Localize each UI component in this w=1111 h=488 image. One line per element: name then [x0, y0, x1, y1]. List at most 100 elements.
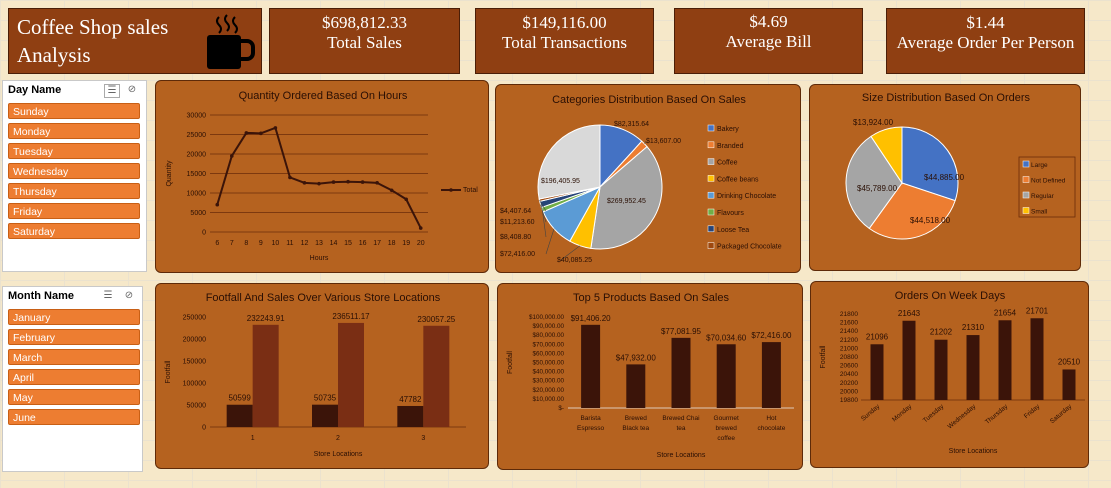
- slicer-item-april[interactable]: April: [8, 369, 140, 385]
- data-point: [288, 175, 292, 180]
- multi-select-icon[interactable]: ☰: [103, 290, 113, 301]
- multi-select-icon[interactable]: ☰: [104, 84, 120, 98]
- data-label: $13,924.00: [853, 118, 894, 127]
- data-label: $91,406.20: [571, 314, 612, 323]
- kpi-label: Total Sales: [327, 33, 402, 52]
- y-tick-label: $60,000.00: [532, 350, 564, 357]
- data-label: 21654: [994, 308, 1017, 317]
- x-tick-label: Brewed Chai: [662, 415, 699, 422]
- kpi-value: $698,812.33: [322, 13, 407, 32]
- x-tick-label: Espresso: [577, 425, 604, 432]
- data-label: 20510: [1058, 357, 1081, 366]
- x-tick-label: 15: [344, 240, 352, 247]
- x-tick-label: tea: [676, 425, 685, 432]
- legend-swatch: [707, 158, 715, 165]
- y-tick-label: $10,000.00: [532, 396, 564, 403]
- legend-label: Loose Tea: [717, 227, 749, 234]
- y-tick-label: 25000: [187, 132, 207, 139]
- y-tick-label: 21400: [840, 328, 858, 335]
- data-label: $77,081.95: [661, 327, 702, 336]
- slicer-item-tuesday[interactable]: Tuesday: [8, 143, 140, 159]
- x-tick-label: Thursday: [984, 403, 1010, 426]
- footfall-chart-panel: Footfall And Sales Over Various Store Lo…: [155, 283, 489, 469]
- bar: [581, 324, 601, 408]
- x-tick-label: 6: [215, 240, 219, 247]
- legend-swatch: [1022, 207, 1030, 214]
- y-tick-label: $80,000.00: [532, 332, 564, 339]
- kpi-value: $149,116.00: [522, 13, 607, 32]
- data-label: $44,518.00: [910, 216, 951, 225]
- x-tick-label: 7: [230, 240, 234, 247]
- leader-line: [539, 200, 547, 212]
- bar: [626, 364, 646, 408]
- clear-filter-icon[interactable]: ⊘: [127, 84, 137, 95]
- slicer-title: Month Name: [8, 290, 74, 302]
- slicer-item-saturday[interactable]: Saturday: [8, 223, 140, 239]
- x-tick-label: Sunday: [860, 403, 882, 423]
- data-label: $196,405.95: [541, 178, 580, 185]
- x-axis-label: Store Locations: [657, 452, 706, 459]
- slicer-item-february[interactable]: February: [8, 329, 140, 345]
- data-label: $8,408.80: [500, 234, 531, 241]
- slicer-item-thursday[interactable]: Thursday: [8, 183, 140, 199]
- slicer-item-monday[interactable]: Monday: [8, 123, 140, 139]
- coffee-cup-icon: [207, 14, 255, 69]
- chart-svg: Footfall And Sales Over Various Store Lo…: [165, 292, 466, 458]
- x-tick-label: 13: [315, 240, 323, 247]
- slicer-item-wednesday[interactable]: Wednesday: [8, 163, 140, 179]
- chart-svg: Quantity Ordered Based On Hours 0 5000 1000…: [166, 90, 478, 262]
- legend-swatch: [1022, 176, 1030, 183]
- data-point: [360, 180, 365, 184]
- slicer-item-january[interactable]: January: [8, 309, 140, 325]
- legend-swatch: [707, 225, 715, 233]
- bar: [423, 325, 450, 427]
- y-axis-label: Footfall: [820, 345, 827, 368]
- slicer-item-sunday[interactable]: Sunday: [8, 103, 140, 119]
- slicer-item-march[interactable]: March: [8, 349, 140, 365]
- kpi-label: Average Bill: [725, 32, 812, 51]
- y-tick-label: $30,000.00: [532, 378, 564, 385]
- x-tick-label: chocolate: [757, 425, 785, 432]
- slicer-item-may[interactable]: May: [8, 389, 140, 405]
- legend-label: Not Defined: [1031, 178, 1066, 185]
- data-point: [230, 154, 234, 158]
- chart-title: Categories Distribution Based On Sales: [552, 94, 746, 106]
- y-tick-label: 10000: [187, 191, 207, 198]
- x-tick-label: 3: [421, 435, 425, 442]
- kpi-average-bill: $4.69 Average Bill: [674, 8, 863, 74]
- slicer-title: Day Name: [8, 84, 62, 96]
- y-tick-label: 50000: [187, 403, 207, 410]
- kpi-average-order: $1.44 Average Order Per Person: [886, 8, 1085, 74]
- y-tick-label: 21200: [840, 337, 858, 344]
- legend-swatch: [707, 208, 715, 216]
- legend-label: Coffee: [717, 160, 738, 167]
- x-tick-label: 10: [272, 240, 280, 247]
- clear-filter-icon[interactable]: ⊘: [124, 290, 134, 301]
- data-label: $11,213.60: [500, 219, 535, 226]
- kpi-label: Total Transactions: [502, 33, 627, 52]
- data-label: 21310: [962, 323, 985, 332]
- slicer-item-june[interactable]: June: [8, 409, 140, 425]
- data-label: 232243.91: [247, 314, 285, 323]
- y-tick-label: $50,000.00: [532, 360, 564, 367]
- data-label: $44,885.00: [924, 173, 965, 182]
- data-label: 50735: [314, 394, 337, 403]
- x-tick-label: 9: [259, 240, 263, 247]
- data-label: 21701: [1026, 306, 1049, 315]
- x-tick-label: 8: [244, 240, 248, 247]
- slicer-item-friday[interactable]: Friday: [8, 203, 140, 219]
- bar: [397, 405, 424, 427]
- x-tick-label: Wednesday: [947, 403, 978, 431]
- data-point: [273, 126, 278, 130]
- month-name-slicer: Month Name ☰ ⊘ January February March April…: [2, 286, 143, 472]
- bar: [1030, 318, 1044, 400]
- pie-slice: [868, 182, 956, 240]
- y-tick-label: 0: [202, 230, 206, 237]
- leader-line: [560, 245, 581, 261]
- x-axis-label: Hours: [310, 255, 329, 262]
- y-tick-label: $20,000.00: [532, 387, 564, 394]
- y-tick-label: $-: [558, 405, 564, 412]
- y-tick-label: 200000: [183, 337, 206, 344]
- x-tick-label: Gourmet: [714, 415, 739, 422]
- kpi-value: $1.44: [966, 13, 1005, 32]
